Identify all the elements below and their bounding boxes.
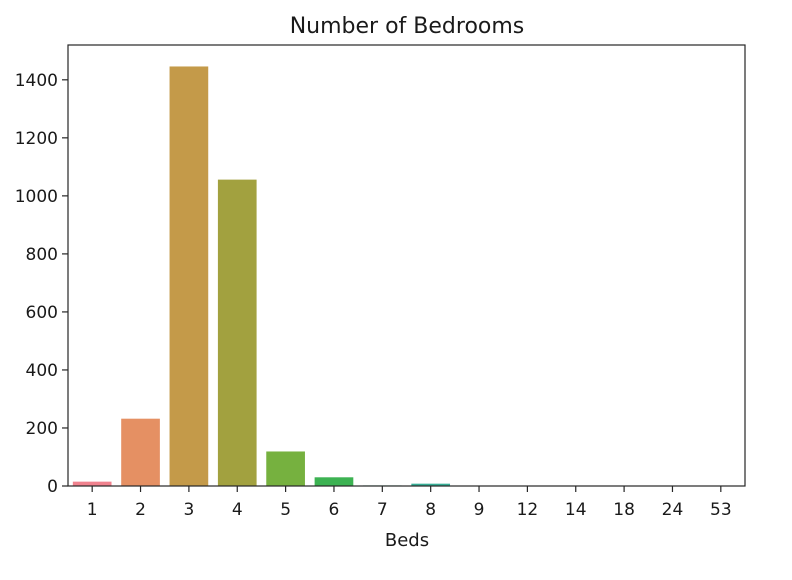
x-tick-label: 2 [135, 500, 146, 520]
bar-1 [72, 481, 112, 486]
bar-4 [217, 179, 257, 487]
y-axis: 0 200 400 600 800 1000 1200 1400 [15, 71, 68, 497]
x-tick-label: 18 [613, 500, 635, 520]
x-tick-label: 24 [662, 500, 684, 520]
y-tick-label: 400 [26, 361, 58, 381]
y-tick-label: 0 [47, 477, 58, 497]
y-tick-label: 600 [26, 303, 58, 323]
x-axis: 1 2 3 4 5 6 7 8 9 12 14 18 24 53 [87, 486, 732, 520]
x-tick-label: 53 [710, 500, 732, 520]
bar-6 [314, 477, 354, 486]
x-axis-label: Beds [385, 530, 429, 551]
x-tick-label: 14 [565, 500, 587, 520]
x-tick-label: 12 [517, 500, 539, 520]
y-tick-label: 1200 [15, 129, 58, 149]
chart-title: Number of Bedrooms [290, 14, 525, 39]
y-tick-label: 1400 [15, 71, 58, 91]
x-tick-label: 9 [474, 500, 485, 520]
bar-2 [121, 418, 160, 486]
plot-area-frame [67, 44, 746, 487]
bar-8 [411, 483, 451, 486]
bar-5 [266, 451, 305, 486]
bar-3 [169, 66, 209, 487]
x-tick-label: 1 [87, 500, 98, 520]
bars-group [72, 66, 741, 487]
x-tick-label: 5 [280, 500, 291, 520]
x-tick-label: 4 [232, 500, 243, 520]
y-tick-label: 1000 [15, 187, 58, 207]
x-tick-label: 6 [329, 500, 340, 520]
x-tick-label: 3 [183, 500, 194, 520]
y-tick-label: 200 [26, 419, 58, 439]
y-tick-label: 800 [26, 245, 58, 265]
x-tick-label: 8 [425, 500, 436, 520]
x-tick-label: 7 [377, 500, 388, 520]
